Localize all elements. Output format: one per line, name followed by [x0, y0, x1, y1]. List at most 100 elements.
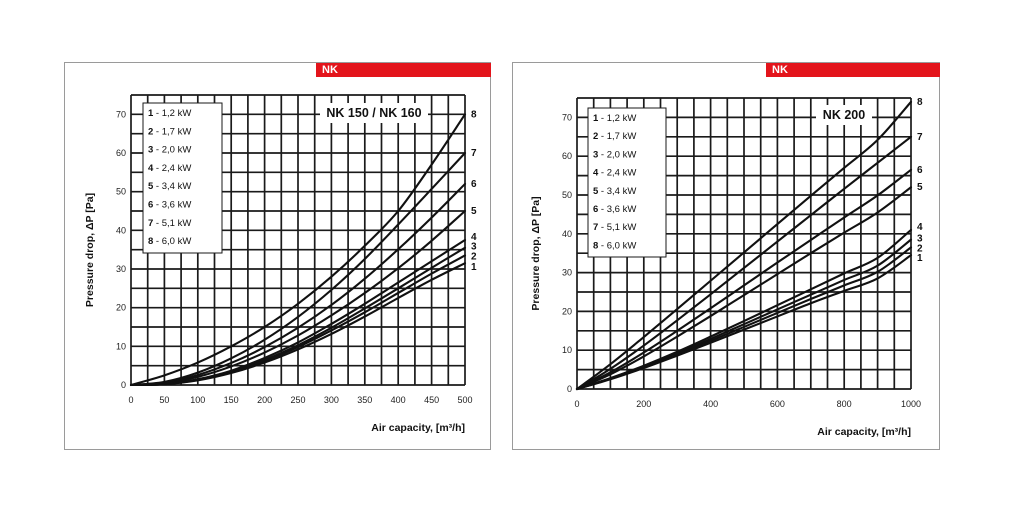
series-end-label-7: 7 [471, 148, 477, 159]
grid [576, 97, 912, 390]
legend-entry-number: 1 [148, 108, 154, 119]
x-tick-label: 1000 [901, 399, 921, 409]
pressure-drop-chart-nk150-nk160: 1 - 1,2 kW2 - 1,7 kW3 - 2,0 kW4 - 2,4 kW… [84, 94, 477, 434]
legend-entry-number: 5 [593, 186, 599, 197]
series-line-6 [575, 168, 913, 391]
legend-entry-label: - 2,4 kW [153, 163, 191, 174]
series-line-4 [575, 228, 913, 391]
series-end-label-6: 6 [917, 165, 923, 176]
y-tick-label: 10 [116, 341, 126, 351]
series-lines [129, 113, 467, 387]
legend-entry-label: - 3,4 kW [598, 186, 636, 197]
x-tick-label: 150 [224, 395, 239, 405]
legend-entry-label: - 6,0 kW [598, 240, 636, 251]
x-axis-ticks: 0 50 100 150 200 250 300 350 400 450 500 [128, 395, 472, 405]
series-end-label-8: 8 [471, 109, 477, 120]
y-tick-label: 20 [116, 303, 126, 313]
series-end-label-3: 3 [471, 242, 477, 253]
legend-entry-8: 8 - 6,0 kW [148, 236, 191, 247]
chart-title-bg [320, 103, 428, 123]
legend-entry-label: - 6,0 kW [153, 236, 191, 247]
legend-entry-label: - 5,1 kW [153, 218, 191, 229]
legend-entry-6: 6 - 3,6 kW [148, 200, 191, 211]
legend-entry-number: 7 [593, 222, 598, 233]
legend-entry-label: - 1,7 kW [598, 131, 636, 142]
legend-entry-4: 4 - 2,4 kW [148, 163, 191, 174]
y-axis-label: Pressure drop, ΔP [Pa] [530, 196, 542, 310]
series-end-label-2: 2 [471, 251, 477, 262]
series-end-label-8: 8 [917, 97, 923, 108]
series-end-label-4: 4 [471, 232, 477, 243]
y-tick-label: 0 [567, 384, 572, 394]
y-tick-label: 50 [562, 190, 572, 200]
x-tick-label: 0 [574, 399, 579, 409]
series-end-label-5: 5 [917, 182, 923, 193]
x-tick-label: 500 [457, 395, 472, 405]
legend: 1 - 1,2 kW2 - 1,7 kW3 - 2,0 kW4 - 2,4 kW… [142, 102, 223, 254]
series-line-5 [129, 209, 467, 387]
y-tick-label: 40 [116, 225, 126, 235]
series-lines [575, 100, 913, 391]
legend-entry-label: - 1,2 kW [153, 108, 191, 119]
brand-badge: NK [766, 63, 940, 77]
y-tick-label: 70 [116, 109, 126, 119]
legend-entry-number: 4 [593, 168, 599, 179]
x-tick-label: 350 [357, 395, 372, 405]
legend-entry-label: - 3,6 kW [153, 200, 191, 211]
legend-entry-label: - 2,0 kW [598, 149, 636, 160]
legend-entry-3: 3 - 2,0 kW [593, 149, 636, 160]
x-tick-label: 400 [703, 399, 718, 409]
series-end-label-3: 3 [917, 234, 923, 245]
legend-entry-number: 5 [148, 181, 154, 192]
chart-title-bg [816, 105, 872, 125]
x-tick-label: 250 [290, 395, 305, 405]
y-tick-label: 70 [562, 112, 572, 122]
legend-entry-label: - 3,6 kW [598, 204, 636, 215]
y-tick-label: 20 [562, 306, 572, 316]
legend-entry-number: 4 [148, 163, 154, 174]
legend-entry-number: 7 [148, 218, 153, 229]
series-end-label-1: 1 [917, 253, 923, 264]
legend-entry-number: 2 [593, 131, 598, 142]
pressure-drop-chart-nk200: 1 - 1,2 kW2 - 1,7 kW3 - 2,0 kW4 - 2,4 kW… [530, 97, 923, 438]
x-tick-label: 200 [257, 395, 272, 405]
series-end-label-6: 6 [471, 179, 477, 190]
chart-title: NK 150 / NK 160 [326, 106, 421, 120]
chart-panel-nk200: NK 1 - 1,2 kW 2 - 1,7 kW 3 - 2,0 kW 4 - 2,4… [512, 62, 940, 450]
series-line-7 [129, 151, 467, 387]
chart-title-group: NK 200 [816, 105, 872, 125]
brand-badge: NK [316, 63, 491, 77]
y-tick-label: 60 [116, 148, 126, 158]
legend-entry-number: 6 [148, 200, 153, 211]
legend-entry-2: 2 - 1,7 kW [148, 126, 191, 137]
series-end-label-1: 1 [471, 262, 477, 273]
legend-entry-number: 8 [148, 236, 153, 247]
y-tick-label: 50 [116, 187, 126, 197]
x-axis-ticks: 0 200 400 600 800 1000 [574, 399, 921, 409]
y-axis-label: Pressure drop, ΔP [Pa] [84, 193, 96, 307]
y-axis-ticks: 0 10 20 30 40 50 60 70 [562, 112, 572, 394]
x-axis-label: Air capacity, [m³/h] [817, 426, 911, 438]
legend-entry-6: 6 - 3,6 kW [593, 204, 636, 215]
series-end-label-2: 2 [917, 243, 923, 254]
x-tick-label: 450 [424, 395, 439, 405]
x-axis-label: Air capacity, [m³/h] [371, 422, 465, 434]
series-line-7 [575, 135, 913, 391]
legend-entry-4: 4 - 2,4 kW [593, 168, 636, 179]
series-end-label-5: 5 [471, 206, 477, 217]
legend-entry-5: 5 - 3,4 kW [148, 181, 191, 192]
legend-box [587, 107, 667, 258]
legend-entry-7: 7 - 5,1 kW [593, 222, 636, 233]
y-tick-label: 60 [562, 151, 572, 161]
x-tick-label: 50 [159, 395, 169, 405]
legend-entry-number: 2 [148, 126, 153, 137]
legend-entry-1: 1 - 1,2 kW [148, 108, 191, 119]
x-tick-label: 0 [128, 395, 133, 405]
chart-title-group: NK 150 / NK 160 [320, 103, 428, 123]
legend-entry-5: 5 - 3,4 kW [593, 186, 636, 197]
x-tick-label: 300 [324, 395, 339, 405]
y-tick-label: 30 [562, 268, 572, 278]
legend-entry-8: 8 - 6,0 kW [593, 240, 636, 251]
legend-box [142, 102, 223, 254]
legend: 1 - 1,2 kW2 - 1,7 kW3 - 2,0 kW4 - 2,4 kW… [587, 107, 667, 258]
